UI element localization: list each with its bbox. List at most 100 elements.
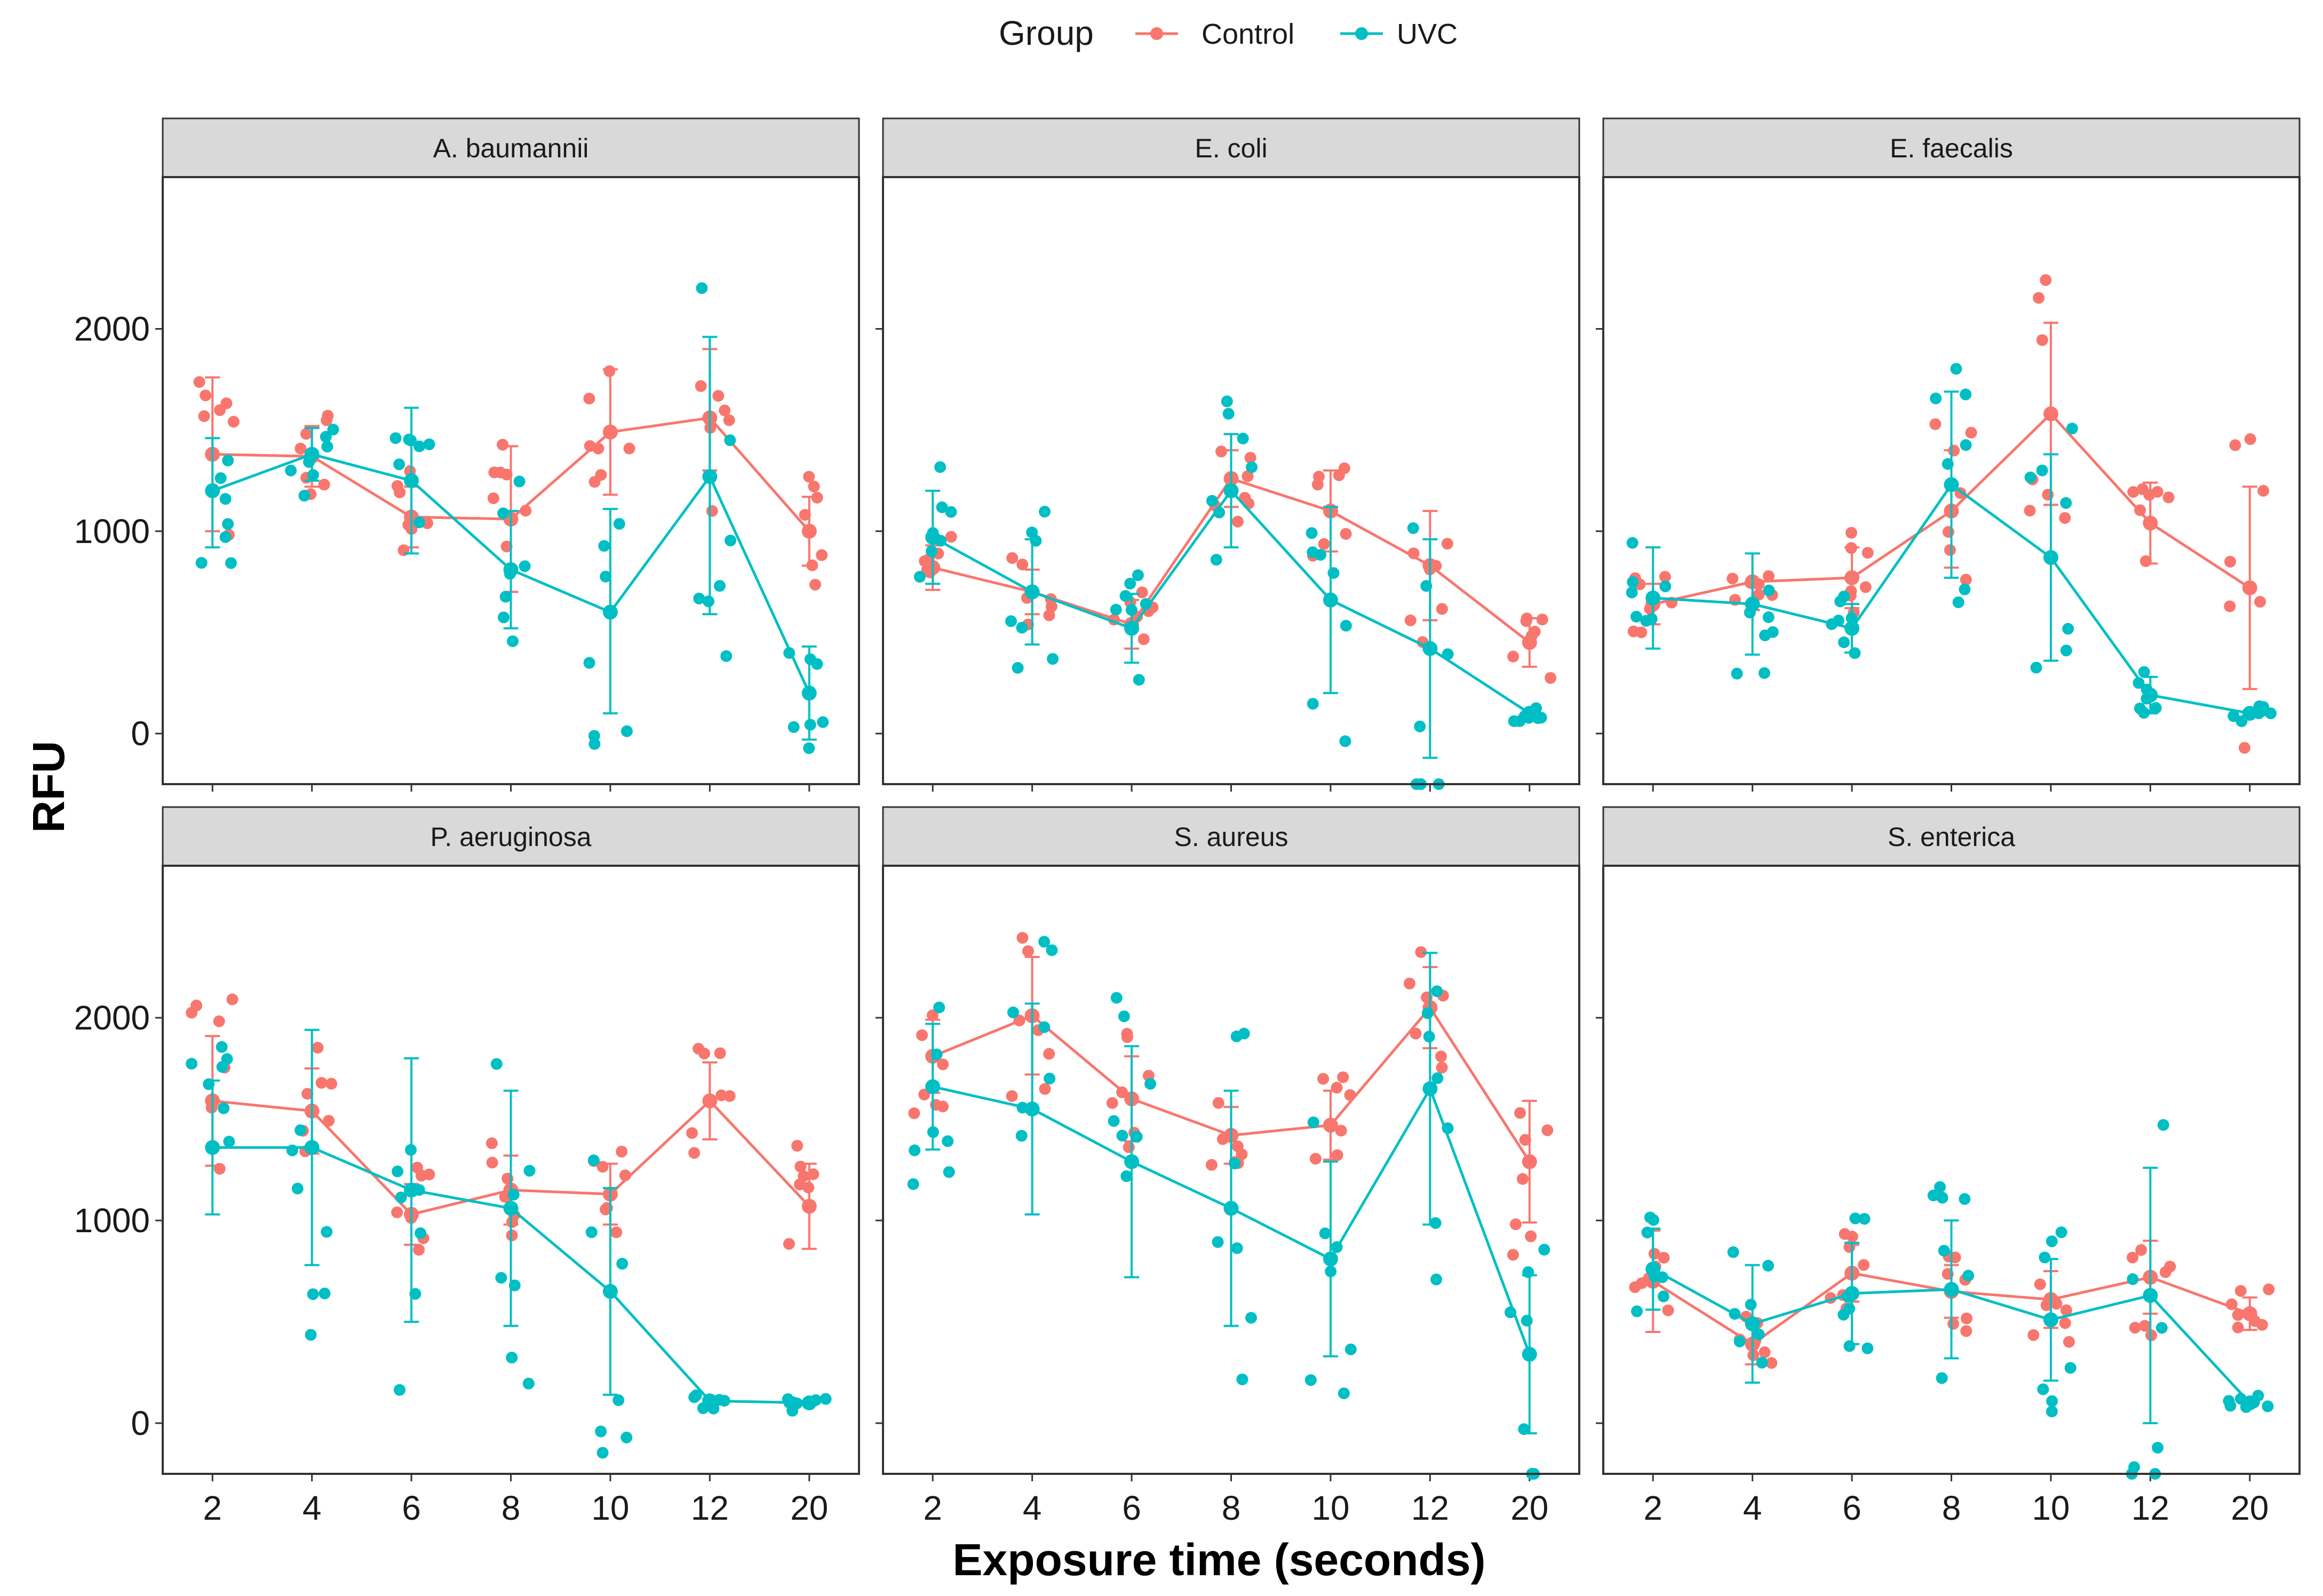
- point-a-baumannii-control-6-0: [808, 480, 820, 492]
- point-s-aureus-control-6-6: [1514, 1107, 1526, 1119]
- plot-border-e-faecalis: [1602, 176, 2301, 785]
- point-e-faecalis-uvc-4-0: [2060, 644, 2072, 657]
- point-s-aureus-control-3-4: [1212, 1097, 1224, 1109]
- point-p-aeruginosa-uvc-4-3: [585, 1226, 598, 1239]
- point-e-faecalis-control-0-6: [1659, 571, 1671, 583]
- point-s-enterica-uvc-3-0: [1927, 1190, 1939, 1202]
- point-a-baumannii-control-5-1: [712, 390, 725, 402]
- mean-point-e-faecalis-uvc-3: [1944, 477, 1959, 492]
- point-e-faecalis-uvc-3-2: [1959, 583, 1971, 595]
- point-e-faecalis-uvc-0-0: [1630, 611, 1642, 623]
- point-a-baumannii-uvc-4-1: [583, 657, 595, 669]
- point-s-enterica-control-4-3: [2059, 1317, 2071, 1329]
- point-s-enterica-uvc-0-1: [1657, 1290, 1669, 1303]
- point-a-baumannii-control-6-3: [811, 491, 823, 504]
- point-e-faecalis-control-4-6: [2042, 489, 2054, 501]
- point-e-coli-control-3-0: [1231, 515, 1244, 528]
- x-tick-label-p-aeruginosa-0: 2: [203, 1489, 222, 1527]
- mean-point-e-coli-uvc-3: [1223, 483, 1239, 498]
- point-e-faecalis-control-4-1: [2059, 512, 2071, 524]
- point-a-baumannii-uvc-2-5: [403, 433, 415, 445]
- point-e-faecalis-uvc-5-6: [2134, 703, 2146, 715]
- point-s-enterica-uvc-0-5: [1631, 1305, 1643, 1318]
- point-p-aeruginosa-control-3-0: [486, 1156, 498, 1169]
- point-e-coli-uvc-4-6: [1307, 546, 1319, 558]
- point-e-coli-uvc-0-3: [934, 461, 946, 473]
- point-e-coli-control-2-6: [1136, 586, 1148, 598]
- mean-point-e-faecalis-uvc-1: [1745, 596, 1760, 612]
- facet-strip-p-aeruginosa: [162, 806, 860, 867]
- point-s-aureus-uvc-5-1: [1431, 1072, 1444, 1084]
- point-p-aeruginosa-uvc-2-0: [415, 1227, 427, 1239]
- mean-point-e-faecalis-uvc-0: [1645, 590, 1661, 606]
- facet-strip-label-s-aureus: S. aureus: [1174, 822, 1288, 852]
- mean-point-s-aureus-uvc-1: [1024, 1102, 1040, 1116]
- series-p-aeruginosa-uvc: [186, 1028, 832, 1459]
- point-e-faecalis-uvc-0-3: [1626, 586, 1638, 598]
- point-p-aeruginosa-uvc-0-3: [216, 1061, 228, 1073]
- point-s-enterica-control-3-3: [1947, 1318, 1960, 1330]
- mean-point-p-aeruginosa-uvc-5: [702, 1393, 718, 1409]
- point-s-enterica-control-1-1: [1765, 1357, 1778, 1369]
- point-s-enterica-control-6-3: [2232, 1321, 2244, 1334]
- y-tick-label-a-baumannii-0: 0: [131, 714, 150, 753]
- point-s-enterica-uvc-4-4: [2046, 1406, 2058, 1418]
- point-s-aureus-uvc-1-3: [1044, 1072, 1056, 1084]
- point-s-aureus-control-5-4: [1410, 1027, 1422, 1040]
- point-e-faecalis-control-4-4: [2033, 292, 2045, 304]
- point-s-aureus-control-4-6: [1335, 1124, 1347, 1137]
- point-e-coli-uvc-3-2: [1206, 494, 1218, 507]
- point-s-enterica-control-4-2: [2027, 1329, 2040, 1341]
- point-e-faecalis-control-1-6: [1762, 570, 1775, 582]
- point-s-aureus-uvc-6-2: [1518, 1423, 1530, 1435]
- point-e-coli-control-5-4: [1436, 603, 1448, 615]
- point-p-aeruginosa-control-4-2: [616, 1145, 628, 1158]
- point-s-enterica-uvc-3-2: [1936, 1192, 1948, 1204]
- mean-point-s-enterica-uvc-2: [1844, 1286, 1860, 1301]
- mean-point-e-faecalis-control-4: [2043, 406, 2058, 421]
- facet-e-faecalis: E. faecalis: [1596, 117, 2301, 792]
- point-e-faecalis-uvc-1-3: [1762, 611, 1775, 624]
- point-e-faecalis-uvc-4-3: [2024, 471, 2036, 483]
- point-e-coli-uvc-1-0: [1016, 621, 1028, 634]
- mean-point-e-faecalis-control-5: [2143, 515, 2158, 531]
- point-e-coli-control-5-3: [1404, 614, 1417, 626]
- point-a-baumannii-uvc-4-6: [598, 540, 610, 552]
- point-e-faecalis-control-3-2: [1965, 427, 1977, 439]
- point-a-baumannii-uvc-5-2: [720, 650, 733, 662]
- mean-point-s-enterica-control-6: [2242, 1306, 2257, 1321]
- point-e-faecalis-control-2-6: [1845, 526, 1858, 539]
- point-s-enterica-uvc-4-3: [2039, 1251, 2051, 1264]
- point-s-aureus-control-0-5: [937, 1100, 949, 1113]
- point-a-baumannii-uvc-0-5: [222, 518, 234, 530]
- point-s-aureus-control-2-3: [1106, 1097, 1118, 1109]
- mean-point-a-baumannii-uvc-0: [205, 483, 220, 498]
- point-p-aeruginosa-control-6-6: [783, 1238, 795, 1250]
- point-p-aeruginosa-uvc-6-1: [820, 1393, 832, 1405]
- point-s-enterica-control-4-4: [2060, 1304, 2072, 1316]
- mean-point-p-aeruginosa-uvc-2: [404, 1183, 419, 1198]
- point-p-aeruginosa-uvc-0-6: [186, 1058, 198, 1070]
- point-e-faecalis-uvc-1-2: [1763, 584, 1775, 596]
- point-s-aureus-uvc-6-6: [1538, 1243, 1550, 1256]
- mean-point-s-aureus-control-4: [1323, 1118, 1338, 1133]
- mean-point-s-aureus-uvc-5: [1422, 1081, 1438, 1096]
- y-tick-label-a-baumannii-2: 2000: [74, 310, 150, 348]
- point-e-coli-control-3-6: [1215, 445, 1228, 458]
- point-e-coli-control-1-3: [1006, 552, 1019, 564]
- point-e-faecalis-control-5-5: [2127, 486, 2139, 498]
- point-e-faecalis-uvc-6-6: [2257, 701, 2270, 713]
- x-tick-label-p-aeruginosa-6: 20: [790, 1489, 828, 1527]
- point-p-aeruginosa-uvc-4-4: [616, 1258, 629, 1270]
- mean-point-a-baumannii-control-6: [801, 523, 817, 539]
- point-s-aureus-control-4-5: [1331, 1149, 1343, 1161]
- point-s-aureus-uvc-1-5: [1007, 1006, 1019, 1018]
- legend-key-point-control: [1150, 27, 1163, 40]
- x-tick-label-p-aeruginosa-3: 8: [502, 1489, 521, 1527]
- point-e-faecalis-uvc-0-4: [1626, 537, 1638, 549]
- x-tick-label-s-enterica-0: 2: [1643, 1489, 1662, 1527]
- point-p-aeruginosa-uvc-0-0: [216, 1041, 228, 1053]
- point-s-enterica-control-3-0: [1960, 1325, 1972, 1337]
- point-p-aeruginosa-control-0-2: [226, 993, 238, 1006]
- point-s-aureus-uvc-1-1: [1038, 936, 1051, 948]
